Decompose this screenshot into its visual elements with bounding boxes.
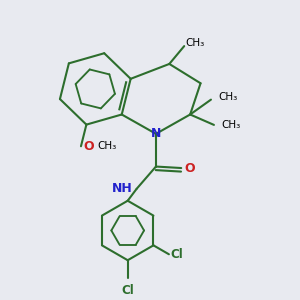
Text: NH: NH bbox=[112, 182, 133, 195]
Text: CH₃: CH₃ bbox=[218, 92, 238, 102]
Text: CH₃: CH₃ bbox=[186, 38, 205, 48]
Text: Cl: Cl bbox=[121, 284, 134, 297]
Text: Cl: Cl bbox=[170, 248, 183, 261]
Text: N: N bbox=[151, 127, 161, 140]
Text: O: O bbox=[83, 140, 94, 153]
Text: O: O bbox=[184, 161, 195, 175]
Text: CH₃: CH₃ bbox=[221, 120, 241, 130]
Text: CH₃: CH₃ bbox=[97, 141, 117, 151]
